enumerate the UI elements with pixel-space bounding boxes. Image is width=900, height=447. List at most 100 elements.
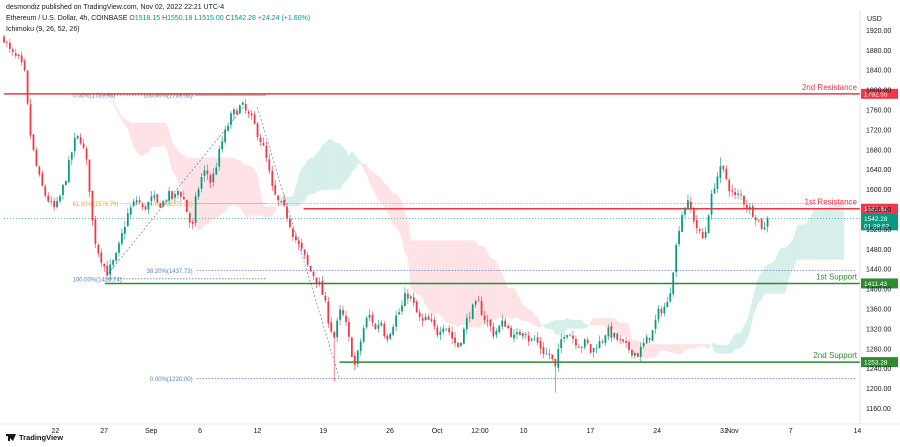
cloud-segment xyxy=(160,122,164,147)
time-tick-label: 17 xyxy=(586,428,594,435)
candle-body xyxy=(365,317,368,328)
cloud-segment xyxy=(782,247,786,294)
cloud-segment xyxy=(169,130,173,170)
time-tick-label: 27 xyxy=(100,428,108,435)
candle-body xyxy=(589,344,592,353)
cloud-segment xyxy=(605,317,609,329)
candle-body xyxy=(6,42,8,44)
cloud-segment xyxy=(776,249,780,294)
cloud-segment xyxy=(331,139,335,190)
cloud-segment xyxy=(378,175,382,203)
cloud-segment xyxy=(584,323,588,329)
candle-body xyxy=(209,175,212,183)
candle-body xyxy=(701,232,704,238)
cloud-segment xyxy=(493,259,497,321)
candle-body xyxy=(533,338,536,340)
candle-body xyxy=(212,173,215,183)
candle-body xyxy=(728,180,731,192)
cloud-segment xyxy=(316,150,320,193)
cloud-segment xyxy=(749,297,753,333)
candle-body xyxy=(392,326,395,335)
cloud-segment xyxy=(826,207,830,260)
cloud-segment xyxy=(726,344,730,354)
cloud-segment xyxy=(375,174,379,200)
cloud-segment xyxy=(172,141,175,175)
candle-body xyxy=(713,188,716,194)
candle-body xyxy=(634,353,636,356)
tradingview-logo[interactable]: TradingView xyxy=(6,433,63,442)
candle-body xyxy=(292,228,294,238)
candle-body xyxy=(610,326,613,338)
candle-body xyxy=(530,338,533,341)
candle-body xyxy=(460,342,462,346)
candle-body xyxy=(283,199,285,206)
candle-body xyxy=(377,325,380,329)
candle-body xyxy=(247,111,250,114)
cloud-segment xyxy=(434,240,438,316)
cloud-segment xyxy=(817,207,821,260)
fib-label: 100.00%(1420.74) xyxy=(72,277,121,283)
candle-body xyxy=(106,265,109,276)
candle-body xyxy=(463,328,465,344)
candle-body xyxy=(309,265,312,272)
cloud-segment xyxy=(213,157,217,220)
candle-body xyxy=(548,353,551,355)
cloud-segment xyxy=(325,139,329,190)
candle-body xyxy=(607,327,610,337)
candle-body xyxy=(233,109,235,115)
candle-countdown: 01:38:52 xyxy=(864,223,890,230)
cloud-segment xyxy=(121,116,125,125)
cloud-segment xyxy=(770,262,774,294)
candle-body xyxy=(477,300,480,302)
cloud-segment xyxy=(163,122,167,148)
candle-body xyxy=(654,320,657,329)
cloud-segment xyxy=(614,317,618,334)
candle-body xyxy=(238,105,241,114)
candle-body xyxy=(50,201,53,202)
candle-body xyxy=(577,346,580,348)
cloud-segment xyxy=(216,157,220,218)
candle-body xyxy=(41,173,44,186)
candle-body xyxy=(539,341,542,349)
current-price-value: 1542.28 xyxy=(864,216,888,223)
candle-body xyxy=(321,280,324,295)
ichimoku-cloud xyxy=(80,39,845,359)
current-price-tag xyxy=(861,213,898,231)
candle-body xyxy=(657,308,660,320)
candle-body xyxy=(457,342,459,347)
candle-body xyxy=(557,349,560,368)
candle-body xyxy=(3,36,5,43)
cloud-segment xyxy=(797,224,800,260)
candle-body xyxy=(17,54,20,56)
cloud-segment xyxy=(490,257,494,322)
candle-body xyxy=(495,331,498,335)
cloud-segment xyxy=(313,153,317,195)
candle-body xyxy=(648,337,651,340)
candle-body xyxy=(651,330,654,341)
candle-body xyxy=(386,335,389,340)
candle-body xyxy=(91,190,94,221)
candle-body xyxy=(112,260,114,265)
cloud-segment xyxy=(219,157,223,217)
candle-body xyxy=(628,342,630,350)
cloud-segment xyxy=(799,224,803,260)
cloud-segment xyxy=(419,240,423,299)
candles xyxy=(3,34,769,393)
candle-body xyxy=(513,334,515,339)
candle-body xyxy=(274,184,277,195)
level-price-tag-text: 1792.55 xyxy=(864,91,888,98)
candle-body xyxy=(244,103,247,111)
candle-body xyxy=(412,297,415,303)
cloud-segment xyxy=(519,298,523,321)
cloud-segment xyxy=(758,273,762,302)
cloud-segment xyxy=(593,317,597,326)
candle-body xyxy=(70,152,73,160)
candle-body xyxy=(318,282,321,285)
cloud-segment xyxy=(575,319,579,329)
candle-body xyxy=(374,323,377,330)
candle-body xyxy=(454,337,456,344)
ohlc-high: H1550.18 xyxy=(162,15,193,22)
cloud-segment xyxy=(272,206,276,216)
price-tick-label: 1440.00 xyxy=(866,267,891,274)
